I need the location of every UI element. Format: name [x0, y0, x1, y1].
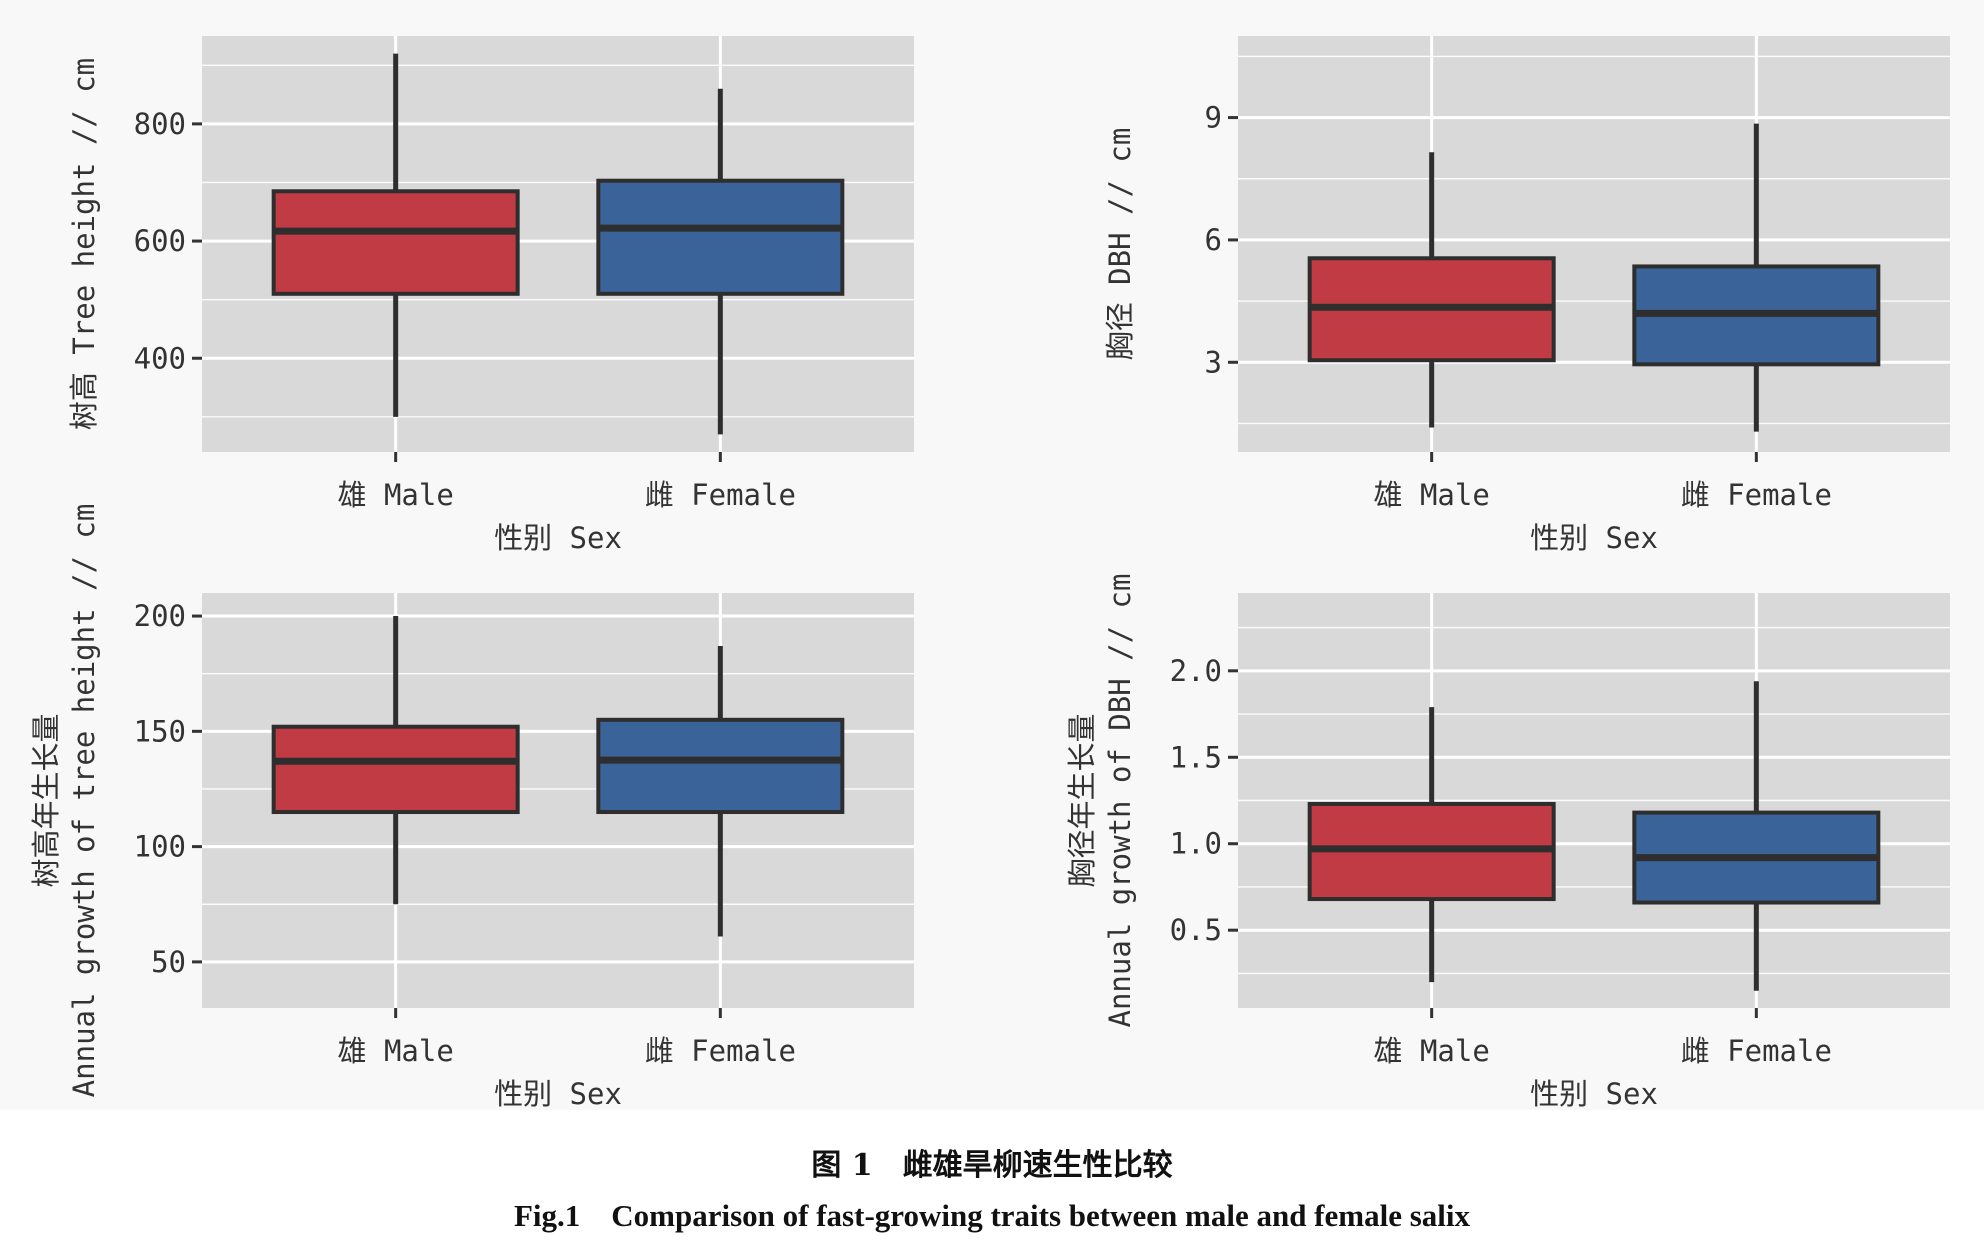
panel-tree-height-x-tick-label: 雌 Female [645, 478, 796, 512]
panel-dbh-x-tick-label: 雌 Female [1681, 478, 1832, 512]
panel-annual-height-growth-x-tick-label: 雄 Male [338, 1034, 454, 1068]
panel-tree-height-female-box [596, 178, 845, 296]
panel-dbh-x-tick-label: 雄 Male [1374, 478, 1490, 512]
panel-annual-height-growth-y-tick-label: 200 [134, 599, 186, 633]
panel-annual-dbh-growth-y-tick-label: 1.0 [1170, 827, 1222, 861]
panel-annual-height-growth-y-tick-label: 100 [134, 830, 186, 864]
panel-annual-height-growth-y-axis-title: Annual growth of tree height // cm [67, 504, 101, 1098]
panel-tree-height-y-tick-label: 400 [134, 341, 186, 375]
panel-tree-height-male-box [271, 189, 520, 296]
panel-annual-dbh-growth-x-axis-title: 性别 Sex [1530, 1077, 1658, 1110]
panel-annual-dbh-growth-y-axis-title: Annual growth of DBH // cm [1103, 574, 1137, 1028]
panel-dbh-y-tick-label: 9 [1205, 101, 1222, 135]
panel-annual-height-growth-y-tick-label: 150 [134, 714, 186, 748]
panel-tree-height-x-tick-label: 雄 Male [338, 478, 454, 512]
panel-dbh-background [1238, 36, 1950, 452]
panel-annual-height-growth-y-tick-label: 50 [151, 945, 186, 979]
panel-tree-height-y-axis-title: 树高 Tree height // cm [67, 58, 101, 430]
panel-dbh-y-axis-title: 胸径 DBH // cm [1103, 128, 1137, 361]
panel-annual-dbh-growth-x-tick-label: 雌 Female [1681, 1034, 1832, 1068]
panel-tree-height-y-tick-label: 800 [134, 107, 186, 141]
panel-annual-height-growth-x-tick-label: 雌 Female [645, 1034, 796, 1068]
panel-annual-dbh-growth-y-tick-label: 2.0 [1170, 654, 1222, 688]
panel-dbh-y-tick-label: 3 [1205, 345, 1222, 379]
panel-annual-dbh-growth-y-axis-title: 胸径年生长量 [1065, 713, 1099, 887]
panel-dbh-x-axis-title: 性别 Sex [1530, 521, 1658, 555]
panel-annual-dbh-growth-y-tick-label: 1.5 [1170, 740, 1222, 774]
panel-annual-height-growth-x-axis-title: 性别 Sex [494, 1077, 622, 1110]
panel-annual-dbh-growth-x-tick-label: 雄 Male [1374, 1034, 1490, 1068]
panel-annual-height-growth-male-box [271, 724, 520, 815]
figure-caption-chinese: 图 1 雌雄旱柳速生性比较 [811, 1148, 1173, 1183]
charts-area: 400 600 800 雄 Male 雌 Female 性别 Sex 树高 Tree hei… [29, 36, 1950, 1110]
panel-dbh-y-tick-label: 6 [1205, 223, 1222, 257]
boxplot-panels: 400 600 800 雄 Male 雌 Female 性别 Sex 树高 Tree hei… [29, 36, 1950, 1110]
panel-tree-height-y-tick-label: 600 [134, 224, 186, 258]
panel-annual-dbh-growth-y-tick-label: 0.5 [1170, 913, 1222, 947]
figure-caption-english: Fig.1 Comparison of fast-growing traits … [513, 1198, 1471, 1233]
panel-annual-height-growth-female-box [596, 717, 845, 815]
panel-annual-height-growth-y-axis-title: 树高年生长量 [29, 713, 63, 887]
panel-tree-height-x-axis-title: 性别 Sex [494, 521, 622, 555]
